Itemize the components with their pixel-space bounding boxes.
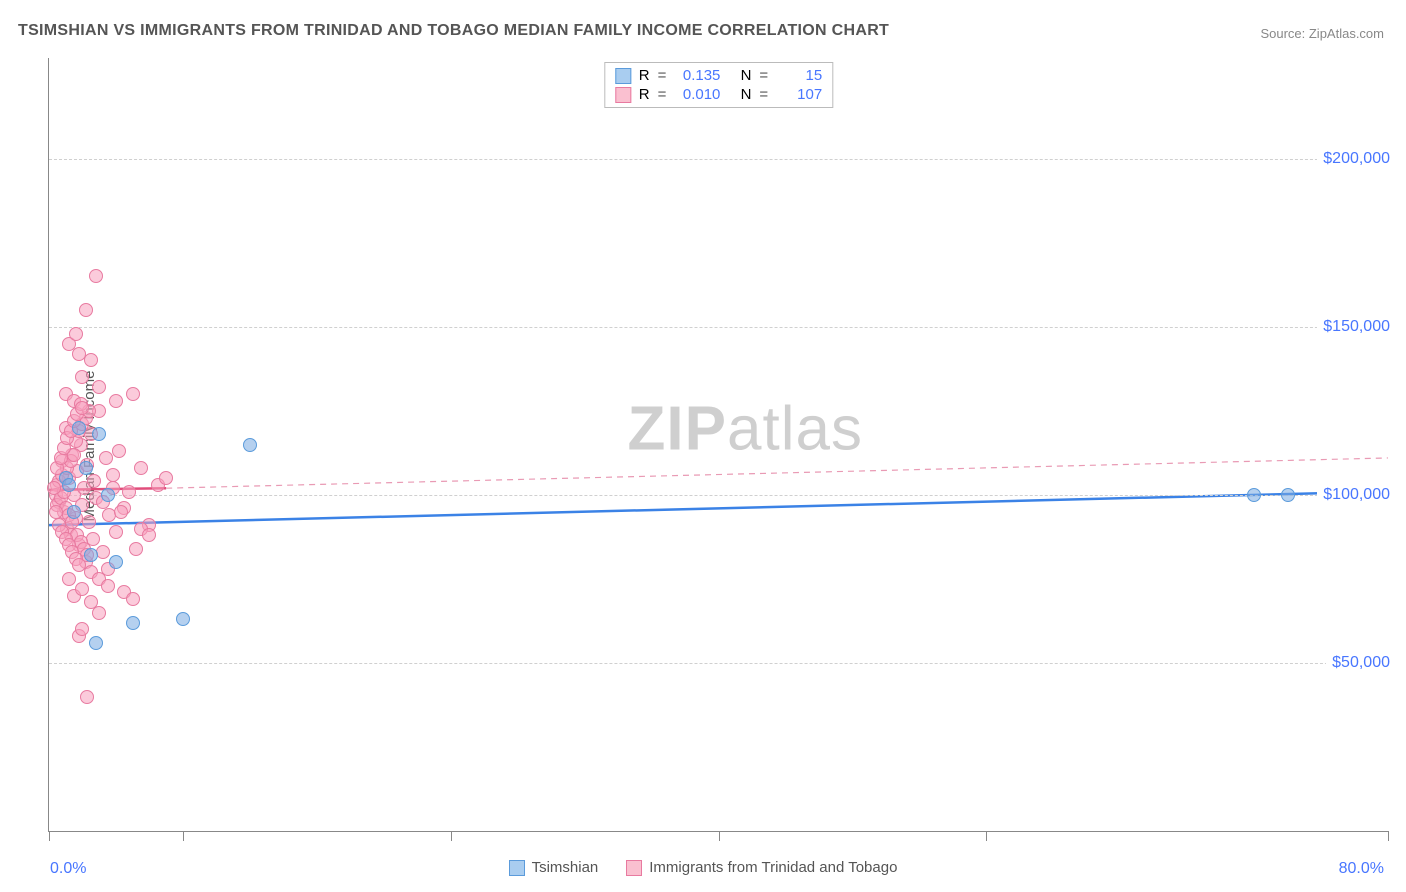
data-point-pink	[109, 525, 123, 539]
data-point-pink	[69, 327, 83, 341]
data-point-pink	[84, 353, 98, 367]
data-point-pink	[79, 303, 93, 317]
label-N: N	[741, 86, 752, 103]
data-point-blue	[176, 612, 190, 626]
x-axis-tick	[719, 831, 720, 841]
swatch-blue-icon	[509, 860, 525, 876]
data-point-pink	[126, 592, 140, 606]
source-prefix: Source:	[1260, 26, 1308, 41]
data-point-blue	[109, 555, 123, 569]
data-point-pink	[80, 690, 94, 704]
x-axis-tick	[986, 831, 987, 841]
eq-sign: =	[658, 67, 667, 84]
data-point-blue	[1281, 488, 1295, 502]
x-axis-tick	[1388, 831, 1389, 841]
data-point-pink	[142, 528, 156, 542]
stats-row-pink: R = 0.010 N = 107	[615, 85, 822, 104]
data-point-pink	[112, 444, 126, 458]
data-point-pink	[49, 505, 63, 519]
pink-N-value: 107	[776, 86, 822, 103]
data-point-blue	[101, 488, 115, 502]
data-point-pink	[75, 622, 89, 636]
source-label: Source: ZipAtlas.com	[1260, 26, 1384, 41]
data-point-pink	[122, 485, 136, 499]
eq-sign: =	[658, 86, 667, 103]
data-point-blue	[243, 438, 257, 452]
correlation-stats-box: R = 0.135 N = 15 R = 0.010 N = 107	[604, 62, 833, 108]
blue-N-value: 15	[776, 67, 822, 84]
data-point-blue	[89, 636, 103, 650]
scatter-plot-area: ZIPatlas R = 0.135 N = 15 R = 0.010 N = …	[48, 58, 1388, 832]
data-point-blue	[79, 461, 93, 475]
watermark-light: atlas	[727, 395, 863, 464]
label-R: R	[639, 86, 650, 103]
data-point-pink	[89, 269, 103, 283]
x-axis-tick	[49, 831, 50, 841]
legend-pink-label: Immigrants from Trinidad and Tobago	[649, 859, 897, 876]
data-point-pink	[82, 515, 96, 529]
data-point-blue	[126, 616, 140, 630]
data-point-pink	[109, 394, 123, 408]
gridline	[49, 327, 1388, 328]
data-point-pink	[47, 481, 61, 495]
legend-item-pink: Immigrants from Trinidad and Tobago	[626, 859, 897, 876]
trend-line	[166, 458, 1388, 488]
label-N: N	[741, 67, 752, 84]
data-point-blue	[1247, 488, 1261, 502]
data-point-pink	[92, 606, 106, 620]
data-point-pink	[99, 451, 113, 465]
swatch-blue-icon	[615, 68, 631, 84]
data-point-blue	[67, 505, 81, 519]
data-point-blue	[92, 427, 106, 441]
y-axis-tick-label: $100,000	[1317, 486, 1390, 504]
legend-item-blue: Tsimshian	[509, 859, 599, 876]
y-axis-tick-label: $50,000	[1326, 654, 1390, 672]
watermark: ZIPatlas	[628, 394, 863, 465]
gridline	[49, 495, 1388, 496]
pink-R-value: 0.010	[674, 86, 720, 103]
trend-line	[49, 492, 1388, 526]
gridline	[49, 663, 1388, 664]
source-value: ZipAtlas.com	[1309, 26, 1384, 41]
stats-row-blue: R = 0.135 N = 15	[615, 66, 822, 85]
data-point-pink	[72, 347, 86, 361]
data-point-pink	[134, 461, 148, 475]
swatch-pink-icon	[615, 87, 631, 103]
legend: Tsimshian Immigrants from Trinidad and T…	[0, 859, 1406, 876]
data-point-pink	[75, 401, 89, 415]
legend-blue-label: Tsimshian	[532, 859, 599, 876]
data-point-pink	[159, 471, 173, 485]
blue-R-value: 0.135	[674, 67, 720, 84]
data-point-blue	[84, 548, 98, 562]
data-point-pink	[92, 380, 106, 394]
label-R: R	[639, 67, 650, 84]
data-point-pink	[106, 468, 120, 482]
data-point-blue	[62, 478, 76, 492]
data-point-pink	[129, 542, 143, 556]
y-axis-tick-label: $150,000	[1317, 318, 1390, 336]
gridline	[49, 159, 1388, 160]
data-point-pink	[126, 387, 140, 401]
x-axis-tick	[451, 831, 452, 841]
swatch-pink-icon	[626, 860, 642, 876]
x-axis-tick	[183, 831, 184, 841]
y-axis-tick-label: $200,000	[1317, 150, 1390, 168]
data-point-pink	[101, 579, 115, 593]
eq-sign: =	[759, 86, 768, 103]
data-point-pink	[114, 505, 128, 519]
data-point-blue	[72, 421, 86, 435]
watermark-bold: ZIP	[628, 395, 727, 464]
data-point-pink	[87, 474, 101, 488]
chart-title: TSIMSHIAN VS IMMIGRANTS FROM TRINIDAD AN…	[18, 22, 889, 40]
data-point-pink	[75, 370, 89, 384]
eq-sign: =	[759, 67, 768, 84]
data-point-pink	[62, 572, 76, 586]
data-point-pink	[75, 582, 89, 596]
